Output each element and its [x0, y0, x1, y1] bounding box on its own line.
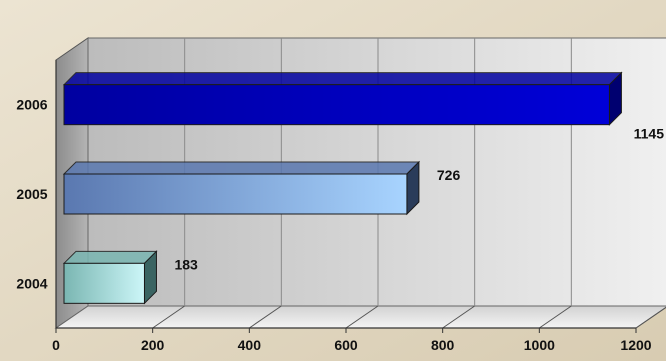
- x-tick-label: 0: [52, 337, 60, 353]
- floor-gridline: [442, 305, 475, 329]
- y-tick-label: 2006: [16, 97, 47, 113]
- x-tick-label: 400: [238, 337, 262, 353]
- bar-top-2005: [62, 161, 421, 175]
- floor-gridline: [345, 305, 379, 329]
- floor-gridline: [249, 305, 282, 329]
- x-tick-label: 200: [141, 337, 165, 353]
- floor-gridline: [539, 305, 572, 329]
- data-label-2005: 726: [437, 167, 461, 183]
- floor: [54, 305, 666, 329]
- bar-2005: [63, 173, 408, 215]
- bars: [62, 71, 623, 305]
- y-tick-label: 2004: [16, 275, 47, 291]
- floor-gridline: [152, 305, 185, 329]
- x-tick-label: 800: [431, 337, 455, 353]
- data-label-2006: 1145: [634, 126, 665, 142]
- bar-top-2006: [62, 72, 623, 86]
- x-tick-label: 1200: [620, 337, 651, 353]
- y-tick-label: 2005: [16, 186, 47, 202]
- bar-2004: [63, 262, 145, 304]
- x-tick-label: 1000: [524, 337, 555, 353]
- data-label-2004: 183: [174, 256, 198, 272]
- x-tick-label: 600: [334, 337, 358, 353]
- tick-labels: 0 200 400 600 800 1000 1200 2006 1145 2005 726 2004…: [16, 97, 664, 353]
- bar-top-2004: [62, 250, 158, 264]
- bar-2006: [63, 84, 610, 126]
- floor-gridline: [635, 306, 666, 329]
